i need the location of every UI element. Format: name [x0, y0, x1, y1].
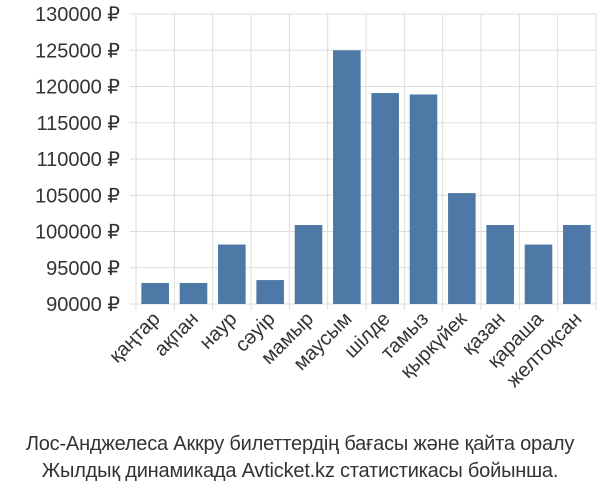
bar-chart: 90000 ₽ 95000 ₽ 100000 ₽ 105000 ₽ 110000 ₽ 11…	[35, 4, 597, 392]
bar-1	[141, 282, 169, 304]
y-tick-label: 95000 ₽	[46, 258, 120, 280]
x-tick-label: қаңтар	[105, 308, 164, 367]
y-tick-label: 105000 ₽	[35, 185, 120, 207]
y-tick-label: 130000 ₽	[35, 4, 120, 26]
bar-10	[486, 224, 514, 304]
bar-11	[524, 244, 553, 304]
chart-caption-line-1: Лос-Анджелеса Аккру билеттердің бағасы ж…	[25, 433, 575, 455]
bar-4	[256, 280, 284, 304]
y-tick-label: 125000 ₽	[35, 40, 120, 62]
bar-12	[563, 224, 591, 304]
y-tick-label: 110000 ₽	[36, 149, 120, 171]
bar-7	[371, 93, 399, 305]
x-tick-label: наур	[196, 308, 242, 354]
bar-3	[218, 244, 246, 304]
chart-caption-line-2: Жылдық динамикада Avticket.kz статистика…	[41, 460, 559, 482]
y-tick-label: 100000 ₽	[35, 222, 120, 244]
bar-5	[294, 224, 323, 304]
y-tick-label: 90000 ₽	[46, 294, 120, 316]
y-tick-label: 115000 ₽	[36, 113, 120, 135]
y-tick-label: 120000 ₽	[35, 77, 120, 99]
bar-6	[333, 50, 361, 304]
bar-2	[179, 282, 208, 304]
bar-9	[448, 193, 476, 304]
x-tick-label: ақпан	[150, 308, 203, 361]
bar-8	[409, 94, 438, 304]
